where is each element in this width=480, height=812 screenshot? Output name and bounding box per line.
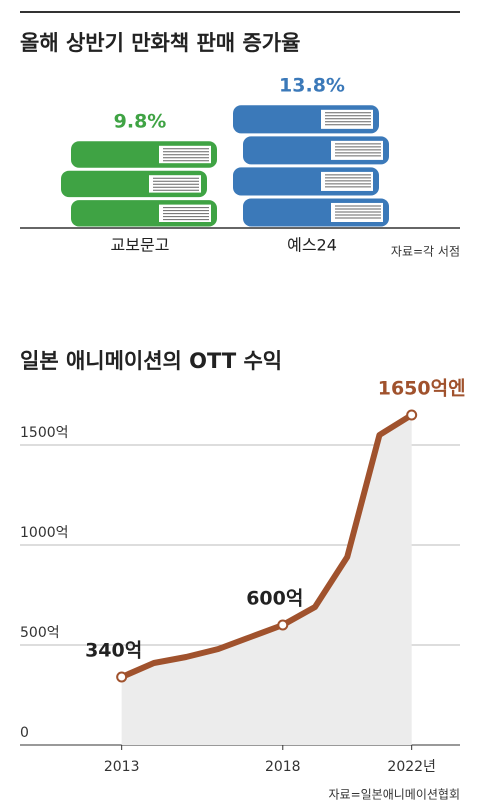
source: 자료=일본애니메이션협회 xyxy=(329,788,461,802)
value-label: 1650억엔 xyxy=(378,378,466,400)
category-label: 예스24 xyxy=(287,236,337,255)
category-label: 교보문고 xyxy=(111,236,170,255)
book-pages xyxy=(321,109,373,129)
book-stack xyxy=(61,141,217,227)
value-label: 9.8% xyxy=(114,110,167,132)
book-stack xyxy=(233,105,389,227)
y-tick-label: 500억 xyxy=(20,625,60,641)
y-tick-label: 1500억 xyxy=(20,425,69,441)
point xyxy=(116,671,128,683)
x-tick-label: 2013 xyxy=(104,759,140,775)
point xyxy=(277,619,289,631)
chart-title: 일본 애니메이션의 OTT 수익 xyxy=(20,349,282,373)
value-label: 600억 xyxy=(246,588,303,610)
line xyxy=(120,412,414,680)
book-pages xyxy=(321,171,373,191)
book-pages xyxy=(331,202,383,222)
book-pages xyxy=(331,140,383,160)
value-label: 13.8% xyxy=(279,74,345,96)
x-tick-label: 2018 xyxy=(265,759,301,775)
point xyxy=(406,409,418,421)
x-tick-label: 2022년 xyxy=(387,759,436,775)
chart-title: 올해 상반기 만화책 판매 증가율 xyxy=(20,31,300,55)
y-tick-label: 1000억 xyxy=(20,525,69,541)
source: 자료=각 서점 xyxy=(391,245,460,259)
y-tick-label: 0 xyxy=(20,725,29,741)
area xyxy=(121,415,412,745)
value-label: 340억 xyxy=(85,640,142,662)
